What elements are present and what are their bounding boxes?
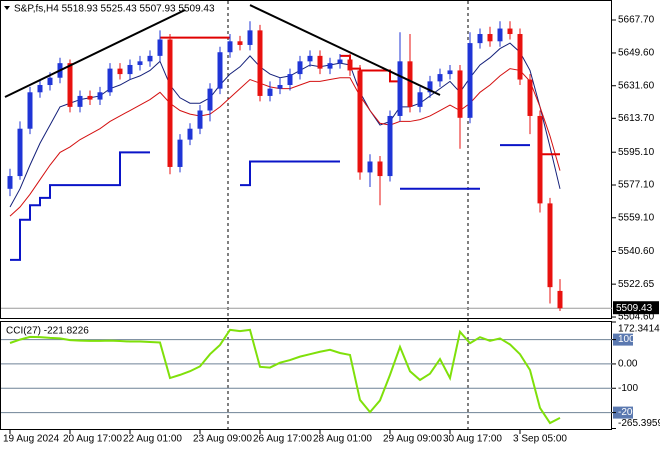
y-tick-label: 5577.10 xyxy=(618,180,655,191)
x-tick-label: 28 Aug 01:00 xyxy=(313,434,372,445)
y-tick-label: 5613.70 xyxy=(618,113,655,124)
level-tag xyxy=(613,406,633,419)
candle-body xyxy=(147,55,153,62)
candle-body xyxy=(317,55,323,69)
candle-body xyxy=(337,59,343,64)
candle-body xyxy=(547,203,553,288)
y-tick-label: 5504.60 xyxy=(618,312,655,323)
candle-body xyxy=(37,85,43,93)
candle-body xyxy=(87,95,93,100)
y-tick-label: 5631.60 xyxy=(618,80,655,91)
candle-body xyxy=(287,74,293,86)
candle-body xyxy=(407,61,413,107)
candle-body xyxy=(227,41,233,53)
x-tick-label: 30 Aug 17:00 xyxy=(443,434,502,445)
y-tick-label: 5522.65 xyxy=(618,279,655,290)
candle-body xyxy=(387,115,393,177)
candle-body xyxy=(447,70,453,75)
candle-body xyxy=(497,28,503,42)
candle-body xyxy=(7,176,13,189)
candle-body xyxy=(507,28,513,35)
cci-tick-label: -200 xyxy=(618,407,638,418)
candle-body xyxy=(177,139,183,167)
candle-body xyxy=(357,70,363,173)
x-tick-label: 29 Aug 09:00 xyxy=(383,434,442,445)
candle-body xyxy=(217,52,223,89)
candle-body xyxy=(537,115,543,204)
level-tag xyxy=(613,333,633,346)
menu-triangle xyxy=(4,6,10,10)
candle-body xyxy=(187,128,193,140)
y-tick-label: 5667.70 xyxy=(618,15,655,26)
candle-body xyxy=(67,63,73,107)
candle-body xyxy=(237,41,243,45)
candle-body xyxy=(427,81,433,93)
cci-tick-label: -265.3959 xyxy=(618,418,660,429)
cci-tick-label: 172.3414 xyxy=(618,324,660,335)
cci-tick-label: 0.00 xyxy=(618,359,638,370)
candle-body xyxy=(297,61,303,75)
candle-body xyxy=(137,61,143,65)
y-tick-label: 5649.60 xyxy=(618,48,655,59)
candle-body xyxy=(477,34,483,44)
candle-body xyxy=(167,39,173,167)
candle-body xyxy=(487,34,493,42)
y-tick-label: 5595.10 xyxy=(618,147,655,158)
candle-body xyxy=(77,95,83,107)
x-tick-label: 22 Aug 01:00 xyxy=(123,434,182,445)
cci-tick-label: -100 xyxy=(618,383,638,394)
candle-body xyxy=(467,43,473,118)
x-tick-label: 26 Aug 17:00 xyxy=(253,434,312,445)
candle-body xyxy=(347,59,353,71)
y-tick-label: 5540.60 xyxy=(618,246,655,257)
cci-panel xyxy=(0,321,612,430)
candle-body xyxy=(457,70,463,118)
candle-body xyxy=(517,34,523,80)
candle-body xyxy=(27,92,33,129)
candle-body xyxy=(327,63,333,69)
candle-body xyxy=(557,290,563,309)
y-tick-label: 5559.10 xyxy=(618,212,655,223)
candle-body xyxy=(157,39,163,56)
candle-body xyxy=(207,88,213,111)
candle-body xyxy=(307,55,313,62)
indicator-line xyxy=(9,328,561,425)
candle-body xyxy=(247,30,253,45)
candle-body xyxy=(17,128,23,177)
candle-body xyxy=(277,85,283,89)
cci-tick-label: 100 xyxy=(618,334,635,345)
cci-label: CCI(27) -221.8226 xyxy=(6,326,89,337)
candle-body xyxy=(437,74,443,82)
trend-line xyxy=(249,4,441,96)
x-tick-label: 20 Aug 17:00 xyxy=(63,434,122,445)
chart-title: S&P,fs,H4 5518.93 5525.43 5507.93 5509.4… xyxy=(14,4,215,15)
candle-body xyxy=(397,61,403,116)
x-tick-label: 19 Aug 2024 xyxy=(3,434,60,445)
candle-body xyxy=(117,68,123,75)
candle-body xyxy=(127,64,133,75)
candle-body xyxy=(377,161,383,177)
candle-body xyxy=(257,30,263,96)
candle-body xyxy=(267,88,273,96)
candle-body xyxy=(417,92,423,107)
indicator-line xyxy=(10,144,530,261)
x-tick-label: 23 Aug 09:00 xyxy=(193,434,252,445)
current-price-label: 5509.43 xyxy=(616,303,653,314)
x-tick-label: 3 Sep 05:00 xyxy=(513,434,567,445)
candle-body xyxy=(527,79,533,116)
trend-line xyxy=(4,9,186,98)
candle-body xyxy=(367,161,373,173)
candle-body xyxy=(97,92,103,100)
candle-body xyxy=(47,77,53,86)
candle-body xyxy=(197,110,203,129)
price-panel xyxy=(0,0,612,319)
candle-body xyxy=(107,68,113,93)
current-price-tag xyxy=(613,301,659,315)
